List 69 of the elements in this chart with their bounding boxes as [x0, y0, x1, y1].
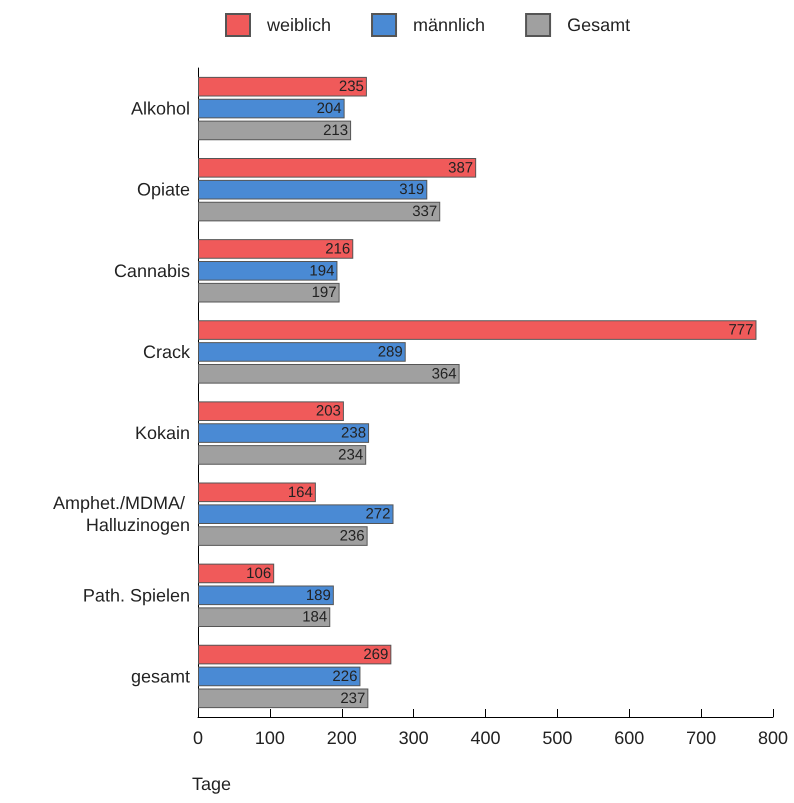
legend-label: Gesamt [567, 15, 630, 35]
data-label: 364 [432, 365, 457, 382]
bar [198, 76, 367, 96]
bar [198, 526, 368, 546]
bar [198, 180, 428, 200]
y-tick-label: Path. Spielen [82, 585, 190, 606]
data-label: 289 [378, 343, 403, 360]
x-tick-label: 800 [758, 728, 788, 748]
bar [198, 644, 392, 664]
data-label: 106 [246, 564, 272, 582]
bar [198, 423, 370, 443]
x-tick-label: 200 [326, 728, 357, 748]
data-label: 235 [338, 78, 364, 96]
x-tick-label: 400 [470, 728, 501, 748]
bar [198, 202, 440, 222]
data-label: 197 [312, 284, 337, 302]
x-axis-title: Tage [192, 774, 232, 794]
bar [198, 607, 330, 627]
bar [198, 564, 274, 584]
y-tick-label: Crack [142, 342, 191, 362]
bar [198, 504, 394, 524]
bar [198, 401, 344, 421]
data-label: 777 [728, 322, 754, 339]
bar [198, 98, 345, 118]
data-label: 234 [338, 446, 364, 464]
data-label: 213 [323, 122, 348, 139]
bar [198, 482, 316, 502]
data-label: 237 [340, 690, 366, 707]
x-tick-label: 600 [614, 728, 644, 748]
legend-label: weiblich [266, 15, 332, 35]
bar [198, 586, 334, 606]
data-label: 203 [316, 402, 341, 420]
y-tick-label: Kokain [134, 423, 190, 444]
bar [198, 364, 460, 384]
x-tick-label: 300 [398, 728, 429, 748]
data-label: 236 [340, 528, 365, 545]
data-label: 226 [332, 668, 358, 685]
y-tick-label: Alkohol [130, 98, 190, 119]
bar [198, 666, 360, 686]
data-label: 194 [309, 262, 334, 280]
data-label: 204 [316, 100, 342, 118]
bar [198, 688, 368, 708]
legend-label: männlich [413, 15, 486, 35]
bar [198, 239, 354, 259]
x-tick-label: 0 [192, 728, 204, 748]
bar [198, 282, 340, 302]
data-label: 164 [288, 484, 313, 501]
x-tick-label: 500 [542, 728, 572, 748]
bar [198, 445, 366, 465]
y-tick-label: Amphet./MDMA/ Halluzinogen [52, 493, 190, 536]
bar [198, 342, 406, 362]
y-tick-label: Cannabis [114, 260, 190, 281]
data-label: 269 [363, 646, 388, 664]
y-tick-label: gesamt [130, 666, 190, 686]
x-tick-label: 700 [686, 728, 716, 748]
bar [198, 120, 352, 140]
data-label: 216 [325, 240, 350, 258]
bar [198, 320, 756, 340]
data-label: 337 [412, 203, 438, 220]
data-label: 319 [399, 181, 424, 198]
data-label: 387 [448, 159, 474, 176]
data-label: 189 [306, 586, 331, 604]
y-tick-label: Opiate [136, 180, 190, 200]
x-tick-label: 100 [254, 728, 285, 748]
data-label: 238 [341, 424, 366, 442]
bar [198, 158, 476, 178]
data-label: 184 [302, 608, 328, 626]
bar [198, 261, 338, 281]
data-label: 272 [365, 506, 390, 523]
